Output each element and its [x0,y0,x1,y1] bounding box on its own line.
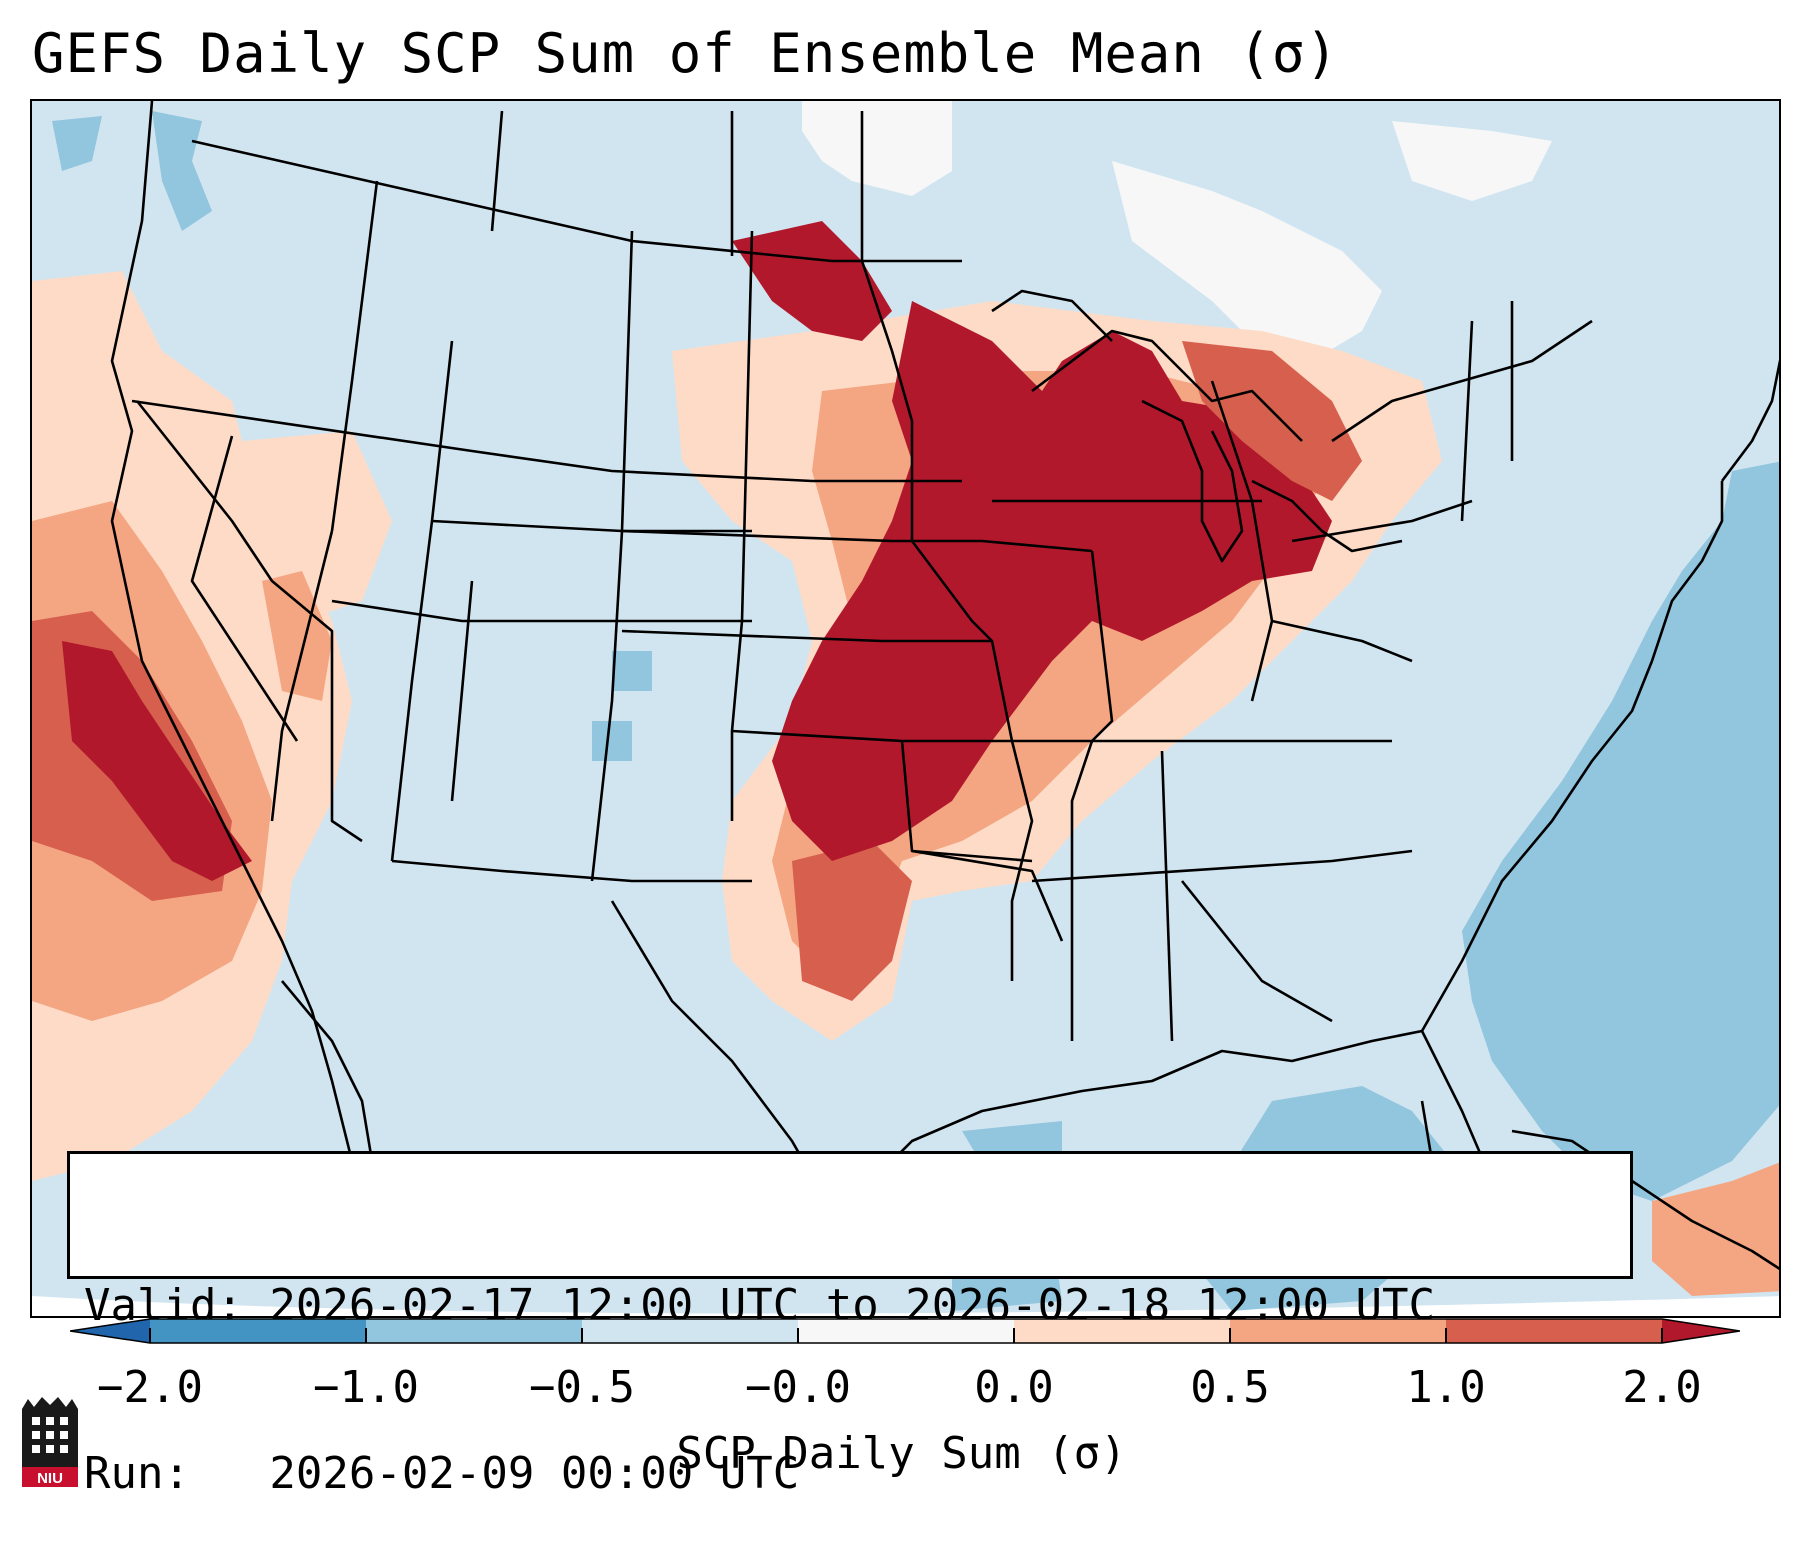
texas-positive-medium [792,841,912,1001]
colorbar-tick-label: −1.0 [313,1362,419,1413]
niu-logo-icon: NIU [22,1397,78,1487]
colorbar-bin [582,1319,798,1343]
colorbar [70,1318,1740,1344]
map-panel [30,99,1781,1318]
map-title: GEFS Daily SCP Sum of Ensemble Mean (σ) [32,22,1339,85]
run-time-text: Run: 2026-02-09 00:00 UTC [84,1448,800,1499]
colorbar-tick-label: 0.0 [974,1362,1054,1413]
california-positive-max [62,641,252,881]
projection-edge [32,1296,1779,1316]
colorbar-ticks [149,1328,1663,1343]
canada-neutral-region-east [1112,161,1382,361]
state-boundaries [131,110,1593,1042]
great-basin-positive [242,431,392,621]
logo-text: NIU [37,1470,63,1487]
caribbean-positive [1652,1162,1779,1296]
colorbar-under-triangle [70,1319,150,1343]
colorbar-bin [1230,1319,1446,1343]
colorbar-tick-label: −0.5 [529,1362,635,1413]
colorbar-over-triangle [1662,1319,1740,1343]
dakotas-positive-max [732,221,892,341]
colorbar-tick-label: 2.0 [1622,1362,1702,1413]
colorbar-tick-label: 1.0 [1406,1362,1486,1413]
colorado-negative [592,651,652,761]
map-svg [32,101,1779,1316]
colorbar-tick-label: −0.0 [745,1362,851,1413]
colorbar-bin [150,1319,366,1343]
colorbar-tick-label: 0.5 [1190,1362,1270,1413]
michigan-positive-strong [1182,341,1362,501]
colorbar-bin [1446,1319,1662,1343]
colorbar-tick-label: −2.0 [97,1362,203,1413]
colorbar-bin [366,1319,582,1343]
canada-neutral-region [802,101,952,196]
validity-info-box: Valid: 2026-02-17 12:00 UTC to 2026-02-1… [67,1151,1633,1499]
atlantic-negative-region [1462,461,1779,1201]
colorbar-label: SCP Daily Sum (σ) [676,1428,1127,1479]
canada-neutral-region-ne [1392,121,1552,201]
colorbar-bin [798,1319,1014,1343]
colorbar-bin [1014,1319,1230,1343]
pacific-nw-negative [52,111,212,231]
